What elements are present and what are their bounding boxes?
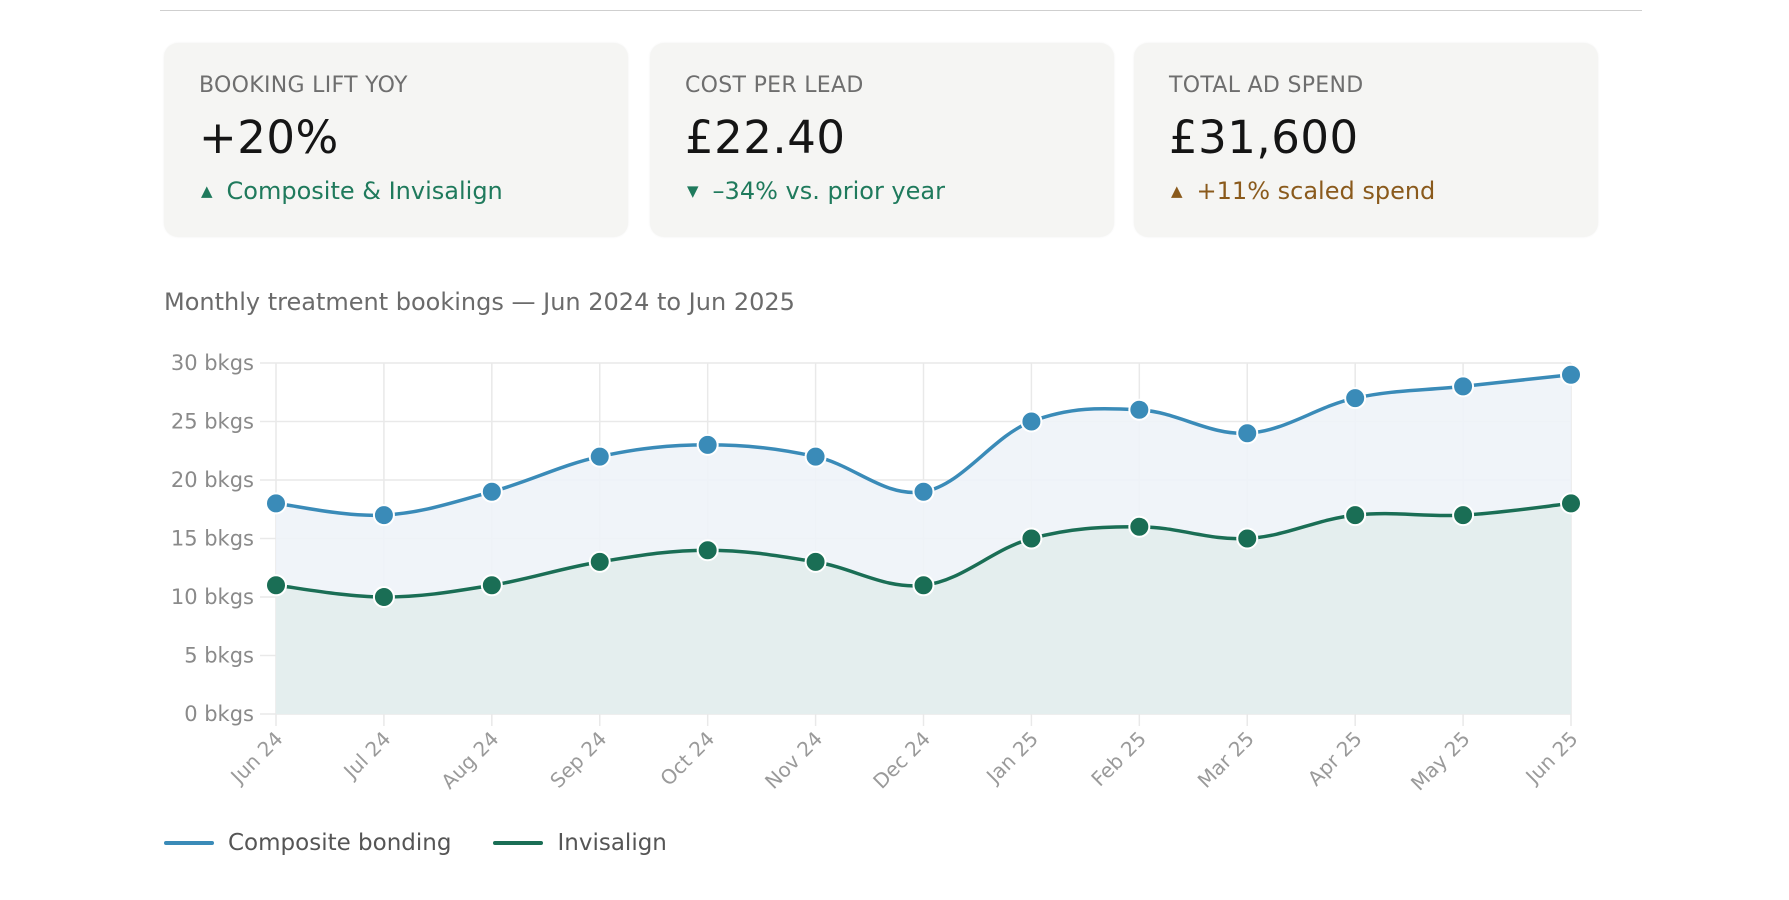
x-tick-label: May 25 [1406, 727, 1475, 796]
data-point [1560, 363, 1582, 386]
x-tick-label: Jan 25 [980, 727, 1043, 790]
data-point [912, 574, 935, 597]
data-point [696, 433, 719, 456]
data-point [1128, 398, 1151, 421]
data-point [480, 480, 503, 503]
kpi-value: £22.40 [685, 111, 846, 164]
data-point [372, 586, 395, 608]
legend-label: Invisalign [557, 830, 667, 856]
y-tick-label: 30 bkgs [171, 351, 254, 375]
data-point [804, 445, 827, 468]
y-tick-label: 20 bkgs [171, 468, 254, 492]
x-tick-label: Nov 24 [760, 727, 827, 794]
x-tick-label: Sep 24 [545, 727, 611, 793]
kpi-label: BOOKING LIFT YOY [199, 73, 408, 98]
data-point [1020, 410, 1043, 433]
x-tick-label: Mar 25 [1193, 727, 1259, 793]
kpi-delta: ▲ +11% scaled spend [1169, 177, 1435, 205]
x-tick-label: Feb 25 [1086, 727, 1151, 792]
data-point [804, 550, 827, 573]
data-point [588, 445, 611, 468]
data-point [912, 480, 935, 503]
kpi-card-booking-lift: BOOKING LIFT YOY +20% ▲ Composite & Invi… [164, 43, 628, 237]
chart-legend: Composite bonding Invisalign [164, 830, 709, 856]
x-tick-label: Oct 24 [655, 727, 719, 791]
kpi-label: COST PER LEAD [685, 73, 864, 98]
y-tick-label: 10 bkgs [171, 585, 254, 609]
data-point [372, 504, 395, 527]
legend-swatch [493, 841, 544, 845]
data-point [480, 574, 503, 597]
x-tick-label: Jun 25 [1520, 727, 1583, 790]
kpi-card-cost-per-lead: COST PER LEAD £22.40 ▼ –34% vs. prior ye… [650, 43, 1114, 237]
legend-swatch [164, 841, 214, 845]
area-fill-invisalign [276, 503, 1571, 714]
y-tick-label: 5 bkgs [184, 644, 254, 668]
data-point [588, 550, 611, 573]
data-point [1128, 515, 1151, 538]
x-tick-label: Jul 24 [338, 727, 396, 785]
y-tick-label: 0 bkgs [184, 702, 254, 726]
data-point [1452, 375, 1475, 398]
data-point [1560, 492, 1582, 515]
kpi-delta-text: +11% scaled spend [1196, 177, 1436, 205]
kpi-delta: ▼ –34% vs. prior year [685, 177, 945, 205]
kpi-value: £31,600 [1169, 111, 1359, 164]
kpi-delta-text: –34% vs. prior year [712, 177, 945, 205]
triangle-up-icon: ▲ [201, 182, 213, 200]
x-axis-labels: Jun 24 Jul 24 Aug 24 Sep 24 Oct 24 Nov 24 Dec … [225, 727, 1583, 796]
y-axis-labels: 0 bkgs 5 bkgs 10 bkgs 15 bkgs 20 bkgs 25 bkgs… [171, 351, 254, 726]
data-point [1344, 504, 1367, 527]
data-point [696, 539, 719, 562]
chart-title: Monthly treatment bookings — Jun 2024 to… [164, 288, 795, 316]
top-divider [160, 10, 1642, 11]
kpi-value: +20% [199, 111, 339, 164]
y-tick-label: 15 bkgs [171, 527, 254, 551]
x-tick-label: Apr 25 [1303, 727, 1367, 791]
x-tick-label: Dec 24 [868, 727, 935, 794]
triangle-down-icon: ▼ [687, 182, 699, 200]
legend-label: Composite bonding [228, 830, 452, 856]
data-point [265, 492, 287, 515]
data-point [1236, 422, 1259, 445]
legend-item-invisalign[interactable]: Invisalign [493, 830, 667, 856]
data-point [1452, 504, 1475, 527]
legend-item-composite-bonding[interactable]: Composite bonding [164, 830, 451, 856]
x-tick-label: Aug 24 [436, 727, 503, 794]
y-tick-label: 25 bkgs [171, 410, 254, 434]
series-points-composite-bonding [265, 363, 1582, 527]
kpi-delta-text: Composite & Invisalign [226, 177, 503, 205]
kpi-label: TOTAL AD SPEND [1169, 73, 1364, 98]
data-point [265, 574, 287, 597]
data-point [1020, 527, 1043, 550]
data-point [1236, 527, 1259, 550]
x-tick-label: Jun 24 [225, 727, 288, 790]
triangle-up-icon: ▲ [1171, 182, 1183, 200]
data-point [1344, 387, 1367, 410]
series-points-invisalign [265, 492, 1582, 608]
kpi-delta: ▲ Composite & Invisalign [199, 177, 503, 205]
kpi-card-total-ad-spend: TOTAL AD SPEND £31,600 ▲ +11% scaled spe… [1134, 43, 1598, 237]
